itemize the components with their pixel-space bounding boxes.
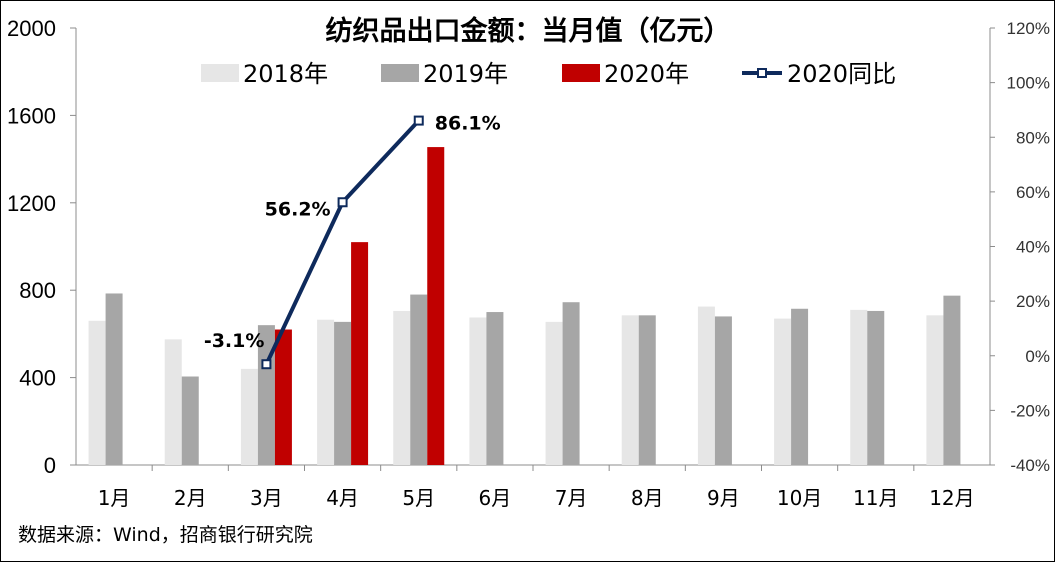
bar-2020年-3月: [274, 329, 292, 465]
x-tick-label: 6月: [479, 486, 512, 510]
bar-2019年-12月: [943, 295, 961, 465]
bar-2018年-6月: [469, 317, 487, 465]
bar-2018年-12月: [926, 315, 944, 465]
y-right-tick-label: 40%: [1016, 238, 1050, 257]
y-right-tick-label: 80%: [1016, 128, 1050, 147]
y-right-tick-label: 100%: [1007, 74, 1050, 93]
bar-2019年-5月: [410, 294, 428, 465]
y-right-tick-label: -20%: [1010, 401, 1050, 420]
legend-label-2020同比: 2020同比: [787, 60, 896, 88]
legend-swatch-2018年: [201, 64, 239, 82]
bar-2020年-5月: [427, 147, 445, 465]
yoy-marker-4月: [337, 197, 348, 208]
y-left-tick-label: 1200: [7, 191, 56, 216]
x-tick-label: 11月: [853, 486, 898, 510]
bar-2018年-5月: [393, 310, 411, 465]
x-tick-label: 5月: [402, 486, 435, 510]
y-left-tick-label: 800: [19, 278, 56, 303]
x-tick-label: 7月: [555, 486, 588, 510]
yoy-line: [261, 115, 424, 370]
bar-2019年-11月: [867, 310, 885, 465]
bar-2019年-7月: [562, 302, 580, 465]
y-left-tick-label: 2000: [7, 16, 56, 41]
yoy-label-3月: -3.1%: [204, 330, 265, 352]
x-tick-label: 9月: [707, 486, 740, 510]
yoy-label-5月: 86.1%: [435, 113, 501, 135]
bar-2018年-4月: [317, 319, 335, 465]
yoy-marker-5月: [413, 115, 424, 126]
x-tick-label: 8月: [631, 486, 664, 510]
legend-label-2020年: 2020年: [604, 60, 689, 88]
legend: 2018年 2019年 2020年 2020同比: [201, 60, 896, 88]
y-right-tick-label: 20%: [1016, 292, 1050, 311]
bar-2018年-7月: [545, 321, 563, 465]
legend-marker-2020同比: [757, 68, 767, 78]
bar-2018年-3月: [240, 368, 258, 465]
bar-2019年-9月: [714, 316, 732, 465]
y-right-tick-label: -40%: [1010, 456, 1050, 475]
data-labels: -3.1% 56.2% 86.1%: [204, 113, 501, 353]
bars: [88, 147, 961, 465]
axes: 0 400 800 1200 1600 2000 -40% -20% 0% 20% 40% 60% 80…: [7, 16, 1050, 510]
bar-2018年-10月: [774, 318, 792, 465]
legend-swatch-2019年: [381, 64, 419, 82]
x-tick-label: 3月: [250, 486, 283, 510]
bar-2018年-8月: [621, 315, 639, 465]
bar-2019年-1月: [105, 293, 123, 465]
x-tick-label: 10月: [777, 486, 822, 510]
y-left-tick-label: 400: [19, 366, 56, 391]
y-right-tick-label: 120%: [1007, 19, 1050, 38]
x-tick-label: 4月: [326, 486, 359, 510]
y-left-tick-label: 0: [44, 453, 56, 478]
bar-2018年-1月: [88, 320, 106, 465]
bar-2018年-9月: [697, 306, 715, 465]
bar-2019年-10月: [791, 308, 809, 465]
bar-2019年-4月: [334, 321, 352, 465]
legend-label-2019年: 2019年: [423, 60, 508, 88]
chart-title: 纺织品出口金额：当月值（亿元）: [326, 15, 731, 47]
legend-label-2018年: 2018年: [243, 60, 328, 88]
bar-2019年-8月: [638, 315, 656, 465]
y-left-tick-label: 1600: [7, 103, 56, 128]
bar-2019年-6月: [486, 312, 504, 465]
legend-swatch-2020年: [562, 64, 600, 82]
bar-2020年-4月: [351, 242, 369, 465]
bar-2019年-2月: [181, 376, 199, 465]
bar-2018年-11月: [850, 309, 868, 465]
y-right-tick-label: 60%: [1016, 183, 1050, 202]
yoy-label-4月: 56.2%: [265, 198, 331, 220]
y-right-tick-label: 0%: [1025, 347, 1050, 366]
x-tick-label: 1月: [98, 486, 131, 510]
x-tick-label: 12月: [929, 486, 974, 510]
source-note: 数据来源：Wind，招商银行研究院: [18, 524, 313, 546]
x-tick-label: 2月: [174, 486, 207, 510]
bar-2018年-2月: [164, 339, 182, 465]
yoy-marker-3月: [261, 359, 272, 370]
